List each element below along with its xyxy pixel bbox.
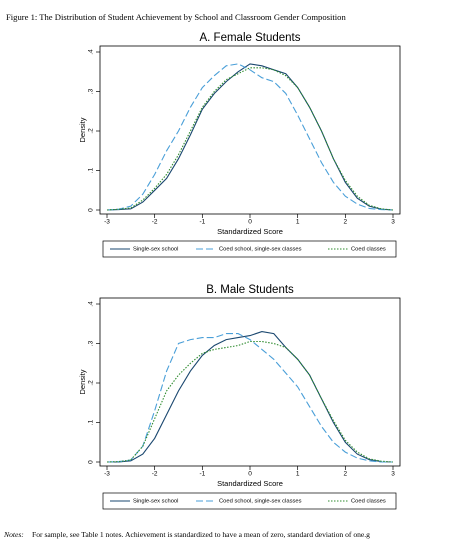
density-line xyxy=(106,340,394,463)
density-line xyxy=(107,331,394,463)
x-tick-label: 3 xyxy=(391,219,395,226)
y-tick-label: .1 xyxy=(88,167,95,173)
x-tick-label: -3 xyxy=(104,471,110,478)
density-line xyxy=(106,67,394,211)
y-tick-label: .3 xyxy=(88,88,95,94)
y-tick-label: .4 xyxy=(88,301,95,307)
y-tick-label: 0 xyxy=(88,460,95,464)
notes: For sample, see Table 1 notes. Achieveme… xyxy=(32,530,370,539)
panel-title: B. Male Students xyxy=(206,284,294,296)
y-axis-label: Density xyxy=(78,117,87,142)
notes-label: Notes: xyxy=(3,530,24,539)
y-axis-label: Density xyxy=(78,369,87,394)
legend-box xyxy=(102,240,397,258)
density-line xyxy=(106,333,393,463)
x-tick-label: -1 xyxy=(199,219,205,226)
legend-label: Coed school, single-sex classes xyxy=(219,499,302,505)
y-tick-label: 0 xyxy=(88,208,95,212)
x-tick-label: 1 xyxy=(296,219,300,226)
x-tick-label: 1 xyxy=(296,471,300,478)
y-tick-label: .2 xyxy=(88,128,95,134)
x-tick-label: -1 xyxy=(199,471,205,478)
plot-frame xyxy=(99,45,401,215)
x-tick-label: 3 xyxy=(391,471,395,478)
legend-box xyxy=(102,492,397,510)
figure-title: Figure 1: The Distribution of Student Ac… xyxy=(6,12,346,22)
legend-label: Coed classes xyxy=(351,499,386,505)
legend-label: Coed classes xyxy=(351,247,386,253)
y-tick-label: .3 xyxy=(88,340,95,346)
x-tick-label: 0 xyxy=(248,471,252,478)
x-tick-label: 0 xyxy=(248,219,252,226)
x-tick-label: 2 xyxy=(344,219,348,226)
panel-title: A. Female Students xyxy=(200,32,301,44)
x-tick-label: -3 xyxy=(104,219,110,226)
legend-label: Single-sex school xyxy=(133,247,178,253)
y-tick-label: .2 xyxy=(88,380,95,386)
x-tick-label: -2 xyxy=(152,471,158,478)
y-tick-label: .1 xyxy=(88,419,95,425)
x-tick-label: -2 xyxy=(152,219,158,226)
legend-label: Coed school, single-sex classes xyxy=(219,247,302,253)
y-tick-label: .4 xyxy=(88,49,95,55)
density-line xyxy=(106,63,394,211)
x-axis-label: Standardized Score xyxy=(217,227,283,236)
x-axis-label: Standardized Score xyxy=(217,479,283,488)
x-tick-label: 2 xyxy=(344,471,348,478)
legend-label: Single-sex school xyxy=(133,499,178,505)
density-line xyxy=(106,63,394,211)
